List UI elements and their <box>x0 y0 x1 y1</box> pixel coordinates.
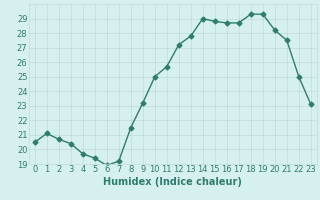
X-axis label: Humidex (Indice chaleur): Humidex (Indice chaleur) <box>103 177 242 187</box>
